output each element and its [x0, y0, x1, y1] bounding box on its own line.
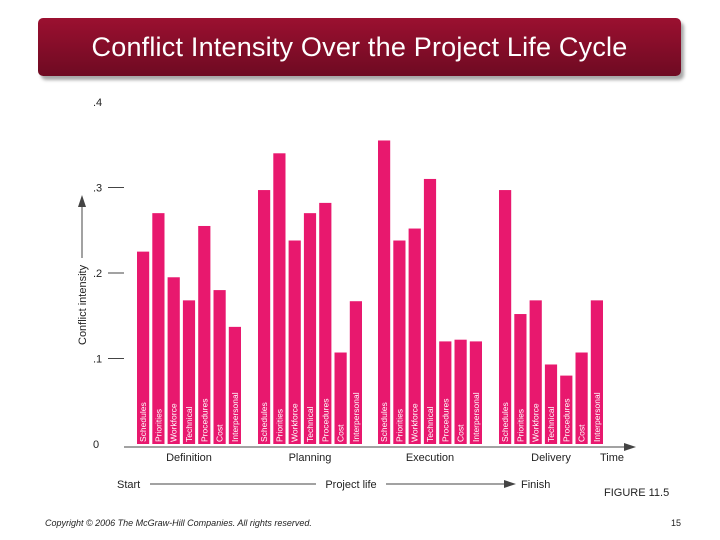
bar-priorities [393, 240, 406, 444]
bar-label: Priorities [515, 409, 525, 442]
bar-label: Cost [577, 424, 587, 442]
phase-label: Definition [166, 452, 212, 464]
bar-label: Workforce [169, 403, 179, 442]
bar-interpersonal [590, 300, 603, 444]
phase-label: Delivery [531, 452, 571, 464]
bar-label: Schedules [259, 402, 269, 442]
bar-schedules [137, 251, 150, 444]
bar-label: Workforce [290, 403, 300, 442]
x-axis-end-label: Time [600, 452, 624, 464]
y-tick-label: .2 [93, 268, 102, 280]
bar-cost [454, 339, 467, 444]
figure-label: FIGURE 11.5 [604, 487, 670, 499]
bar-priorities [273, 153, 286, 445]
bar-label: Interpersonal [230, 392, 240, 442]
bar-label: Procedures [320, 399, 330, 442]
bar-label: Technical [425, 406, 435, 442]
bar-label: Schedules [138, 402, 148, 442]
bar-schedules [258, 190, 271, 444]
bar-interpersonal [349, 301, 362, 444]
bar-cost [213, 290, 226, 444]
bar-cost [575, 352, 588, 444]
bar-label: Technical [305, 406, 315, 442]
bar-label: Priorities [394, 409, 404, 442]
bar-priorities [514, 314, 527, 444]
bar-label: Interpersonal [592, 392, 602, 442]
bar-label: Cost [336, 424, 346, 442]
bar-label: Interpersonal [351, 392, 361, 442]
y-axis-arrowhead [78, 195, 86, 207]
y-tick-label: .3 [93, 183, 102, 195]
bar-workforce [167, 277, 180, 444]
bar-technical [303, 213, 317, 444]
y-axis-label: Conflict intensity [77, 264, 89, 345]
y-tick-label: .4 [93, 97, 102, 109]
bar-schedules [378, 140, 391, 444]
bar-label: Interpersonal [471, 392, 481, 442]
bar-label: Workforce [531, 403, 541, 442]
copyright-notice: Copyright © 2006 The McGraw-Hill Compani… [45, 518, 312, 528]
project-finish-label: Finish [521, 479, 550, 491]
bar-label: Cost [215, 424, 225, 442]
bar-procedures [560, 375, 573, 444]
bar-interpersonal [228, 326, 241, 444]
bar-technical [544, 364, 558, 444]
slide-title-banner: Conflict Intensity Over the Project Life… [38, 18, 681, 76]
bar-procedures [319, 202, 332, 444]
bar-procedures [198, 225, 211, 444]
x-axis-arrowhead [624, 443, 636, 451]
page-number: 15 [671, 518, 682, 528]
bar-label: Priorities [153, 409, 163, 442]
bar-procedures [439, 341, 452, 444]
y-tick-label: 0 [93, 439, 99, 451]
bar-schedules [499, 190, 512, 444]
y-tick-label: .1 [93, 354, 102, 366]
bar-workforce [529, 300, 542, 444]
bar-label: Technical [184, 406, 194, 442]
slide-title: Conflict Intensity Over the Project Life… [91, 31, 628, 62]
bar-interpersonal [469, 341, 482, 444]
bar-workforce [288, 240, 301, 444]
bar-label: Procedures [199, 399, 209, 442]
bar-label: Priorities [274, 409, 284, 442]
bar-label: Schedules [379, 402, 389, 442]
phase-label: Planning [289, 452, 332, 464]
bar-workforce [408, 228, 421, 444]
bar-label: Procedures [440, 399, 450, 442]
project-start-label: Start [117, 479, 140, 491]
bar-label: Workforce [410, 403, 420, 442]
project-life-arrowhead [504, 480, 516, 488]
bar-label: Schedules [500, 402, 510, 442]
bar-priorities [152, 213, 165, 444]
phase-label: Execution [406, 452, 454, 464]
project-life-label: Project life [325, 479, 376, 491]
bar-label: Technical [546, 406, 556, 442]
bar-technical [423, 178, 437, 444]
bar-label: Cost [456, 424, 466, 442]
bar-label: Procedures [561, 399, 571, 442]
bar-cost [334, 352, 347, 444]
bar-technical [182, 300, 196, 444]
